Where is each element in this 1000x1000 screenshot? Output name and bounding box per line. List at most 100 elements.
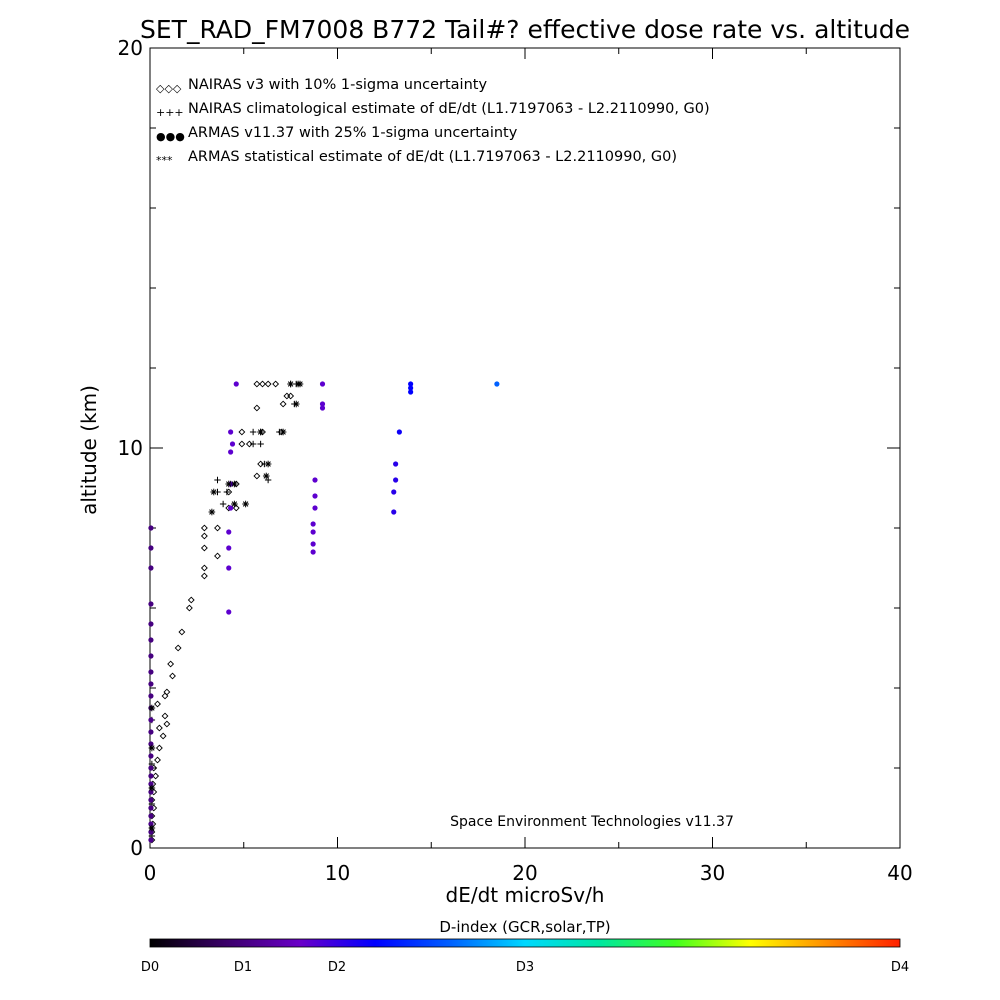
data-point [253, 472, 261, 480]
data-point [226, 545, 232, 551]
data-point [272, 380, 280, 388]
data-point [152, 772, 160, 780]
data-point [231, 480, 238, 488]
legend-marker: ◇◇◇ [156, 82, 182, 95]
data-point [223, 488, 231, 496]
data-point [148, 693, 154, 699]
data-point [225, 480, 233, 488]
data-point [283, 392, 291, 400]
data-point [279, 400, 287, 408]
data-point [264, 460, 272, 468]
legend-label: NAIRAS climatological estimate of dE/dt … [188, 101, 710, 117]
data-point [185, 604, 193, 612]
x-tick-label: 0 [144, 861, 157, 885]
data-point [257, 460, 265, 468]
data-point [214, 552, 221, 560]
data-point [163, 720, 171, 728]
data-point [148, 797, 154, 803]
data-point [200, 572, 208, 580]
data-point [319, 381, 326, 387]
data-point [231, 500, 238, 508]
data-point [163, 688, 171, 696]
data-point [148, 717, 154, 723]
data-point [226, 609, 232, 615]
colorbar-tick-label: D4 [891, 960, 909, 975]
data-point [154, 700, 161, 708]
series-3 [148, 381, 500, 843]
legend-marker: +++ [156, 106, 184, 119]
data-point [408, 389, 414, 395]
y-tick-label: 0 [130, 836, 143, 860]
legend-item: ◇◇◇ NAIRAS v3 with 10% 1-sigma uncertaint… [156, 77, 487, 95]
colorbar-tick-label: D1 [234, 960, 252, 975]
data-point [200, 532, 208, 540]
data-point [249, 428, 257, 436]
data-point [296, 380, 304, 388]
data-point [393, 477, 399, 483]
data-point [259, 380, 266, 388]
data-point [226, 565, 232, 571]
data-point [253, 404, 261, 412]
data-point [257, 440, 264, 448]
data-point [229, 441, 236, 447]
data-point [148, 741, 154, 747]
data-point [208, 508, 216, 516]
data-point [219, 500, 227, 508]
data-point [262, 472, 270, 480]
data-point [148, 565, 154, 571]
data-point [228, 505, 234, 511]
data-point [155, 724, 163, 732]
data-point [391, 509, 397, 515]
x-tick-label: 10 [325, 861, 350, 885]
colorbar-tick-label: D0 [141, 960, 159, 975]
data-point [200, 564, 208, 572]
y-axis-label: altitude (km) [77, 385, 101, 515]
legend-item: ●●● ARMAS v11.37 with 25% 1-sigma uncerta… [156, 125, 518, 143]
colorbar-tick-label: D3 [516, 960, 534, 975]
data-point [249, 440, 257, 448]
data-point [310, 529, 316, 535]
x-tick-label: 40 [887, 861, 912, 885]
colorbar [149, 938, 901, 948]
data-point [174, 644, 182, 652]
data-point [312, 477, 318, 483]
data-point [178, 628, 186, 636]
data-point [319, 401, 326, 407]
colorbar-title: D-index (GCR,solar,TP) [439, 918, 610, 936]
data-point [396, 429, 402, 435]
data-point [408, 385, 414, 391]
data-point [228, 429, 234, 435]
data-points [148, 380, 500, 844]
data-point [391, 489, 397, 495]
data-point [494, 381, 500, 387]
data-point [148, 525, 154, 531]
y-tick-label: 10 [118, 436, 143, 460]
data-point [154, 756, 161, 764]
data-point [238, 428, 246, 436]
chart-title: SET_RAD_FM7008 B772 Tail#? effective dos… [140, 15, 910, 44]
data-point [148, 545, 154, 551]
data-point [148, 704, 156, 712]
series-1 [148, 380, 295, 844]
data-point [148, 824, 156, 832]
data-point [148, 773, 154, 779]
legend-marker: ●●● [156, 130, 185, 143]
data-point [148, 765, 154, 771]
legend-label: ARMAS statistical estimate of dE/dt (L1.… [188, 149, 677, 165]
data-point [287, 380, 294, 388]
data-point [148, 753, 154, 759]
y-tick-label: 20 [118, 36, 143, 60]
data-point [214, 476, 221, 484]
annotation-text: Space Environment Technologies v11.37 [450, 814, 734, 830]
x-tick-label: 20 [512, 861, 537, 885]
series-2 [148, 380, 300, 840]
legend-marker: *** [156, 154, 173, 167]
data-point [148, 681, 154, 687]
data-point [148, 813, 154, 819]
data-point [310, 549, 316, 555]
data-point [148, 601, 154, 607]
data-point [148, 781, 154, 787]
data-point [161, 712, 169, 720]
data-point [161, 692, 169, 700]
data-point [393, 461, 399, 467]
